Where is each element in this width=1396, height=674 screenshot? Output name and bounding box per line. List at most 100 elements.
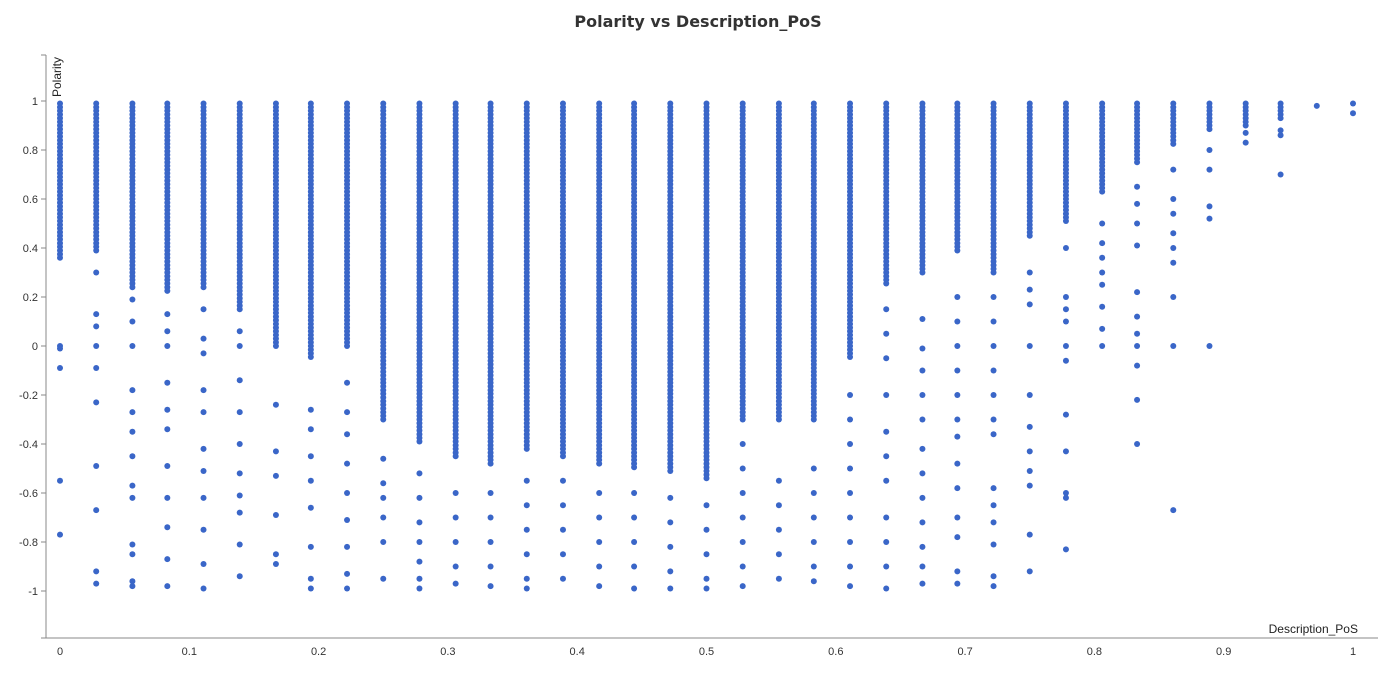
data-point [667,568,674,575]
data-point [487,460,494,467]
data-point [739,583,746,590]
data-point [1170,507,1177,514]
data-point [236,441,243,447]
data-point [1026,343,1033,349]
data-point [93,463,100,470]
data-point [164,556,171,563]
x-tick-label: 0.8 [1087,646,1102,658]
data-point [954,318,961,325]
data-point [452,580,459,587]
data-point [344,379,351,386]
data-point [954,580,961,587]
data-point [883,514,890,521]
data-point [129,428,136,435]
data-points [57,100,1356,592]
data-point [307,406,314,413]
data-point [164,583,171,590]
data-point [919,269,926,276]
data-point [775,575,782,582]
data-point [1134,362,1141,369]
data-point [1242,122,1249,129]
data-point [523,551,530,558]
data-point [200,350,207,357]
data-point [810,416,817,423]
data-point [1313,102,1320,109]
y-axis-label: Polarity [50,57,64,97]
data-point [883,355,890,362]
data-point [739,441,746,447]
data-point [990,416,997,423]
data-point [919,519,926,526]
data-point [847,392,854,398]
data-point [523,445,530,452]
data-point [307,453,314,460]
data-point [236,470,243,477]
data-point [164,311,171,318]
data-point [596,539,603,545]
data-point [1099,240,1106,247]
data-point [487,490,494,496]
data-point [1026,423,1033,430]
data-point [344,570,351,577]
data-point [1062,318,1069,325]
data-point [775,526,782,533]
x-tick-label: 0 [57,646,63,658]
data-point [631,464,638,471]
data-point [1170,230,1177,237]
data-point [1099,220,1106,227]
data-point [1134,242,1141,249]
data-point [883,306,890,313]
data-point [200,585,207,592]
data-point [1170,343,1177,349]
data-point [452,514,459,521]
data-point [1134,220,1141,227]
data-point [990,431,997,438]
data-point [883,477,890,484]
data-point [200,387,207,394]
data-point [596,583,603,590]
data-point [1134,200,1141,207]
data-point [1170,196,1177,202]
data-point [739,539,746,545]
data-point [416,558,423,565]
data-point [93,343,100,349]
data-point [1206,147,1213,153]
data-point [1170,259,1177,266]
data-point [200,494,207,501]
y-tick-label: -0.6 [19,488,38,500]
data-point [990,269,997,276]
data-point [1206,166,1213,173]
data-point [344,490,351,496]
data-point [129,409,136,416]
y-tick-label: 0.8 [23,145,38,157]
data-point [164,524,171,531]
data-point [1062,218,1069,225]
data-point [129,494,136,501]
data-point [1206,343,1213,349]
data-point [236,509,243,516]
data-point [739,465,746,472]
y-tick-label: -0.2 [19,390,38,402]
y-tick-label: 0 [32,341,38,353]
data-point [307,426,314,433]
y-axis-ticks: 1 0.8 0.6 0.4 0.2 0 -0.2 -0.4 -0.6 -0.8 -1 [19,54,46,598]
data-point [631,490,638,496]
data-point [1277,132,1284,139]
data-point [129,541,136,548]
data-point [919,470,926,477]
data-point [416,470,423,477]
data-point [272,512,279,519]
data-point [631,514,638,521]
data-point [596,490,603,496]
data-point [1134,330,1141,337]
data-point [452,453,459,460]
data-point [487,563,494,570]
data-point [1170,140,1177,147]
chart-title: Polarity vs Description_PoS [574,12,822,31]
data-point [272,343,279,349]
data-point [1062,343,1069,349]
data-point [883,585,890,592]
data-point [272,472,279,479]
data-point [631,539,638,545]
data-point [559,575,566,582]
